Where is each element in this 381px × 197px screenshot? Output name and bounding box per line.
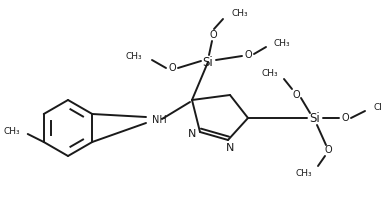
Text: O: O	[341, 113, 349, 123]
Text: CH₃: CH₃	[274, 38, 291, 47]
Text: N: N	[226, 143, 234, 153]
Text: O: O	[168, 63, 176, 73]
Text: CH₃: CH₃	[125, 51, 142, 60]
Text: CH₃: CH₃	[261, 69, 278, 77]
Text: O: O	[244, 50, 252, 60]
Text: CH₃: CH₃	[3, 127, 20, 137]
Text: NH: NH	[152, 115, 167, 125]
Text: O: O	[292, 90, 300, 100]
Text: O: O	[324, 145, 332, 155]
Text: Si: Si	[203, 56, 213, 69]
Text: CH₃: CH₃	[373, 102, 381, 112]
Text: Si: Si	[310, 112, 320, 125]
Text: CH₃: CH₃	[231, 8, 248, 18]
Text: O: O	[209, 30, 217, 40]
Text: N: N	[188, 129, 196, 139]
Text: CH₃: CH₃	[295, 168, 312, 177]
